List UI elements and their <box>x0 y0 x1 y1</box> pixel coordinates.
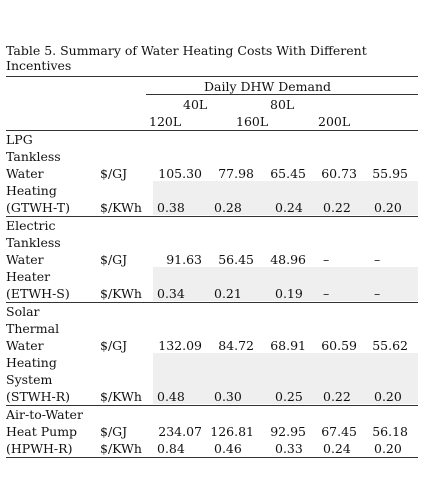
value-cell: – <box>323 286 330 301</box>
value-cell: 0.19 <box>275 286 303 301</box>
value-cell: 0.33 <box>275 441 303 456</box>
unit-label: $/GJ <box>100 252 128 267</box>
row-label-line: Water <box>6 252 44 267</box>
unit-label: $/GJ <box>100 338 128 353</box>
row-shade <box>153 267 418 301</box>
value-cell: 0.20 <box>374 389 402 404</box>
col-header-160l: 160L <box>236 114 269 129</box>
value-cell: 60.73 <box>321 166 357 181</box>
value-cell: 0.24 <box>275 200 303 215</box>
row-label-line: Water <box>6 338 44 353</box>
col-header-200l: 200L <box>318 114 351 129</box>
group-divider <box>6 216 418 217</box>
value-cell: 0.20 <box>374 200 402 215</box>
row-label-line: Air-to-Water <box>6 407 83 422</box>
value-cell: – <box>323 252 330 267</box>
top-rule <box>6 76 418 77</box>
value-cell: 91.63 <box>166 252 202 267</box>
unit-label: $/KWh <box>100 389 142 404</box>
value-cell: 126.81 <box>210 424 254 439</box>
row-label-line: Thermal <box>6 321 60 336</box>
value-cell: 0.84 <box>157 441 185 456</box>
row-label-line: (STWH-R) <box>6 389 71 404</box>
value-cell: 0.20 <box>374 441 402 456</box>
group-rule <box>146 94 418 95</box>
value-cell: 56.18 <box>372 424 408 439</box>
value-cell: 92.95 <box>270 424 306 439</box>
value-cell: 0.34 <box>157 286 185 301</box>
value-cell: 0.48 <box>157 389 185 404</box>
row-label-line: Heating <box>6 355 57 370</box>
value-cell: 68.91 <box>270 338 306 353</box>
row-label-line: Heating <box>6 183 57 198</box>
row-label-line: (GTWH-T) <box>6 200 70 215</box>
row-label-line: Tankless <box>6 235 61 250</box>
value-cell: 0.28 <box>214 200 242 215</box>
unit-label: $/KWh <box>100 286 142 301</box>
col-header-80l: 80L <box>270 97 295 112</box>
value-cell: 77.98 <box>218 166 254 181</box>
value-cell: 65.45 <box>270 166 306 181</box>
value-cell: 105.30 <box>158 166 202 181</box>
row-label-line: Electric <box>6 218 56 233</box>
group-divider <box>6 405 418 406</box>
row-shade <box>153 181 418 215</box>
unit-label: $/GJ <box>100 424 128 439</box>
group-divider <box>6 302 418 303</box>
value-cell: 234.07 <box>158 424 202 439</box>
value-cell: 67.45 <box>321 424 357 439</box>
value-cell: 55.62 <box>372 338 408 353</box>
row-label-line: Heat Pump <box>6 424 78 439</box>
unit-label: $/GJ <box>100 166 128 181</box>
table-caption: Table 5. Summary of Water Heating Costs … <box>6 43 367 73</box>
value-cell: 84.72 <box>218 338 254 353</box>
value-cell: 0.22 <box>323 389 351 404</box>
header-rule <box>6 130 418 131</box>
value-cell: 0.46 <box>214 441 242 456</box>
row-label-line: Heater <box>6 269 51 284</box>
unit-label: $/KWh <box>100 200 142 215</box>
row-label-line: Water <box>6 166 44 181</box>
value-cell: 60.59 <box>321 338 357 353</box>
row-label-line: Solar <box>6 304 40 319</box>
value-cell: 0.25 <box>275 389 303 404</box>
value-cell: 48.96 <box>270 252 306 267</box>
unit-label: $/KWh <box>100 441 142 456</box>
row-label-line: LPG <box>6 132 33 147</box>
row-label-line: (HPWH-R) <box>6 441 73 456</box>
col-header-40l: 40L <box>183 97 208 112</box>
value-cell: 0.38 <box>157 200 185 215</box>
value-cell: – <box>374 252 381 267</box>
value-cell: – <box>374 286 381 301</box>
value-cell: 132.09 <box>158 338 202 353</box>
row-label-line: Tankless <box>6 149 61 164</box>
col-header-120l: 120L <box>149 114 182 129</box>
value-cell: 56.45 <box>218 252 254 267</box>
value-cell: 0.24 <box>323 441 351 456</box>
value-cell: 0.30 <box>214 389 242 404</box>
value-cell: 0.21 <box>214 286 242 301</box>
value-cell: 55.95 <box>372 166 408 181</box>
row-label-line: System <box>6 372 53 387</box>
value-cell: 0.22 <box>323 200 351 215</box>
group-header: Daily DHW Demand <box>204 79 332 94</box>
bottom-rule <box>6 457 418 458</box>
row-shade <box>153 353 418 404</box>
row-label-line: (ETWH-S) <box>6 286 70 301</box>
